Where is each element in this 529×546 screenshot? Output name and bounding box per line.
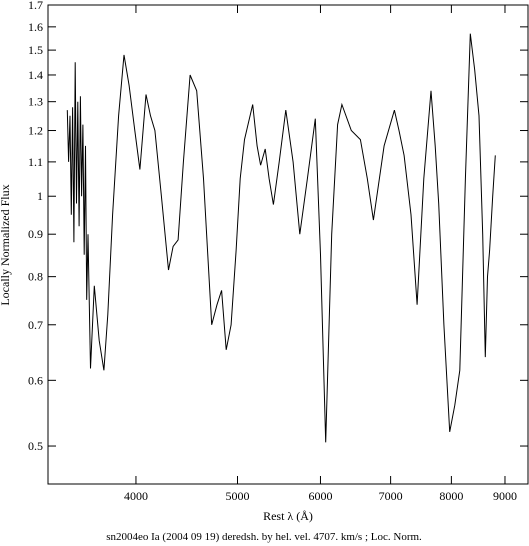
- x-tick-label: 9000: [493, 489, 517, 503]
- y-tick-label: 0.6: [28, 373, 43, 387]
- x-tick-label: 6000: [308, 489, 332, 503]
- x-tick-label: 7000: [379, 489, 403, 503]
- y-tick-label: 1.6: [28, 20, 43, 34]
- y-axis-label: Locally Normalized Flux: [0, 184, 12, 305]
- y-tick-label: 1: [37, 189, 43, 203]
- y-tick-label: 0.9: [28, 227, 43, 241]
- y-tick-label: 0.8: [28, 270, 43, 284]
- x-axis-label: Rest λ (Å): [263, 509, 313, 523]
- plot-frame: [47, 4, 529, 485]
- y-tick-label: 0.5: [28, 439, 43, 453]
- y-tick-label: 1.4: [28, 68, 43, 82]
- x-tick-label: 4000: [124, 489, 148, 503]
- y-tick-label: 1.1: [28, 155, 43, 169]
- y-tick-label: 0.7: [28, 318, 43, 332]
- y-tick-label: 1.2: [28, 124, 43, 138]
- y-tick-label: 1.5: [28, 43, 43, 57]
- spectrum-line: [66, 33, 496, 443]
- y-tick-label: 1.7: [28, 0, 43, 12]
- caption: sn2004eo Ia (2004 09 19) deredsh. by hel…: [106, 531, 422, 543]
- x-tick-label: 8000: [439, 489, 463, 503]
- x-tick-label: 5000: [225, 489, 249, 503]
- y-tick-label: 1.3: [28, 95, 43, 109]
